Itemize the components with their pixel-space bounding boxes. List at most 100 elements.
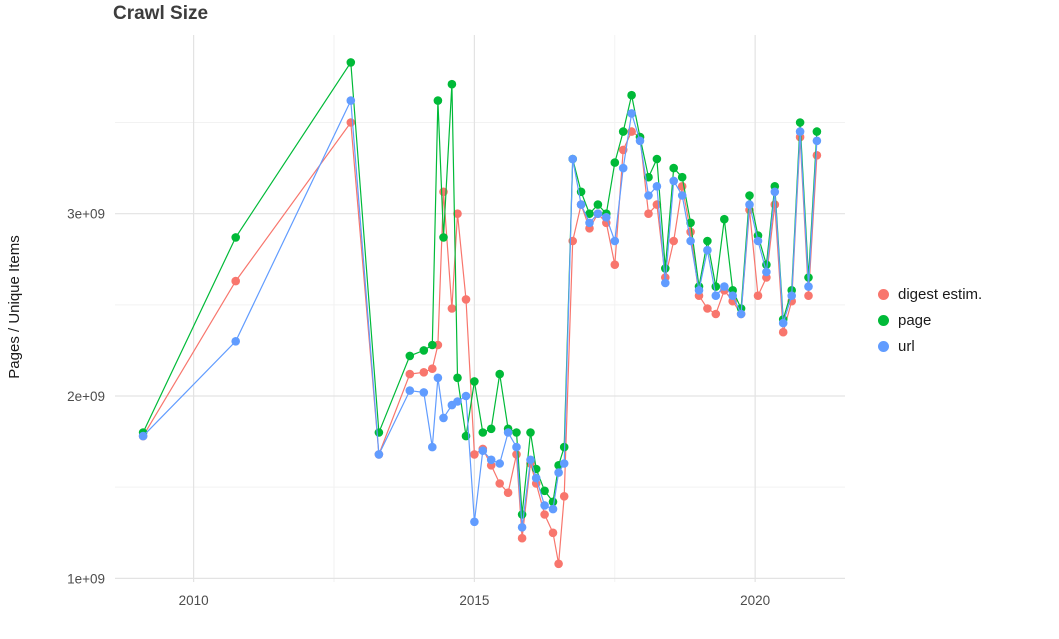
series-point-url — [694, 286, 704, 295]
series-point-digestestim — [812, 151, 822, 160]
series-point-url — [778, 318, 788, 328]
series-point-url — [762, 267, 771, 277]
legend-label-page: page — [898, 312, 932, 329]
x-tick-label: 2010 — [179, 593, 209, 608]
series-point-page — [453, 373, 462, 383]
series-point-page — [618, 127, 628, 136]
series-point-page — [374, 428, 384, 437]
series-point-url — [419, 388, 429, 397]
series-point-digestestim — [559, 492, 569, 501]
series-point-page — [470, 377, 479, 386]
series-point-page — [661, 264, 670, 273]
series-point-url — [231, 337, 240, 346]
legend-item-url: url — [878, 338, 982, 355]
y-tick-label: 1e+09 — [67, 571, 105, 586]
series-point-url — [652, 182, 662, 191]
legend-item-page: page — [878, 312, 982, 329]
series-point-digestestim — [428, 364, 437, 374]
series-point-url — [554, 468, 563, 477]
series-point-digestestim — [686, 227, 695, 237]
series-point-digestestim — [753, 291, 763, 301]
series-point-url — [346, 96, 356, 105]
series-point-digestestim — [495, 479, 505, 488]
series-point-digestestim — [405, 369, 415, 379]
series-point-page — [669, 163, 678, 173]
series-point-url — [745, 200, 754, 209]
series-point-url — [669, 176, 678, 186]
series-point-page — [593, 200, 603, 209]
series-point-page — [419, 346, 429, 355]
x-tick-label: 2020 — [740, 593, 770, 608]
series-point-page — [677, 172, 687, 182]
series-point-digestestim — [703, 304, 712, 313]
series-point-page — [585, 209, 594, 218]
series-point-page — [486, 424, 496, 434]
series-point-page — [526, 428, 535, 437]
legend: digest estim. page url — [878, 286, 982, 355]
series-point-url — [812, 136, 822, 146]
series-point-page — [478, 428, 488, 437]
series-point-digestestim — [503, 488, 513, 498]
series-point-url — [470, 517, 479, 527]
series-point-page — [346, 58, 356, 67]
series-point-digestestim — [540, 510, 549, 519]
series-point-page — [439, 233, 448, 242]
digest-series-marker-icon — [878, 289, 889, 300]
series-point-page — [627, 90, 636, 100]
series-point-page — [428, 340, 437, 350]
series-point-page — [495, 369, 505, 379]
series-point-page — [711, 282, 721, 291]
legend-label-url: url — [898, 338, 915, 355]
series-point-url — [686, 236, 695, 246]
y-tick-label: 3e+09 — [67, 207, 105, 222]
legend-item-digest: digest estim. — [878, 286, 982, 303]
series-point-url — [610, 236, 620, 246]
series-point-url — [711, 291, 721, 301]
series-point-url — [453, 397, 462, 406]
series-point-digestestim — [554, 559, 563, 569]
series-point-page — [540, 486, 549, 496]
series-point-url — [585, 218, 594, 228]
series-point-url — [548, 504, 558, 514]
series-point-page — [720, 214, 729, 224]
series-point-url — [568, 154, 577, 164]
series-point-digestestim — [346, 118, 356, 127]
series-point-digestestim — [644, 209, 653, 218]
series-point-url — [526, 455, 535, 465]
series-point-digestestim — [669, 236, 678, 246]
series-point-url — [602, 213, 611, 222]
y-tick-label: 2e+09 — [67, 389, 105, 404]
legend-label-digest: digest estim. — [898, 286, 983, 303]
series-point-url — [720, 282, 729, 291]
series-point-digestestim — [610, 260, 620, 270]
series-point-url — [644, 191, 653, 200]
series-point-url — [787, 291, 796, 301]
series-point-page — [745, 191, 754, 200]
series-line-digestestim — [142, 120, 818, 564]
series-point-url — [728, 291, 737, 301]
series-point-url — [428, 442, 437, 452]
series-point-url — [559, 459, 569, 468]
series-point-digestestim — [548, 528, 558, 538]
series-point-url — [753, 236, 763, 246]
series-point-digestestim — [517, 533, 527, 543]
series-point-url — [540, 501, 549, 510]
series-point-page — [447, 79, 457, 89]
series-point-digestestim — [804, 291, 813, 301]
series-point-url — [736, 309, 746, 319]
series-point-url — [512, 442, 521, 452]
series-point-page — [686, 218, 695, 228]
series-point-url — [703, 245, 712, 255]
series-point-url — [503, 428, 513, 437]
series-point-page — [231, 233, 240, 242]
series-point-url — [677, 191, 687, 200]
series-point-page — [405, 351, 415, 361]
series-point-url — [439, 413, 448, 423]
series-point-digestestim — [419, 368, 429, 377]
series-point-url — [576, 200, 586, 209]
series-point-digestestim — [711, 309, 721, 319]
series-point-url — [618, 163, 628, 173]
series-point-url — [478, 446, 488, 456]
series-point-page — [548, 497, 558, 507]
series-point-url — [770, 187, 780, 197]
